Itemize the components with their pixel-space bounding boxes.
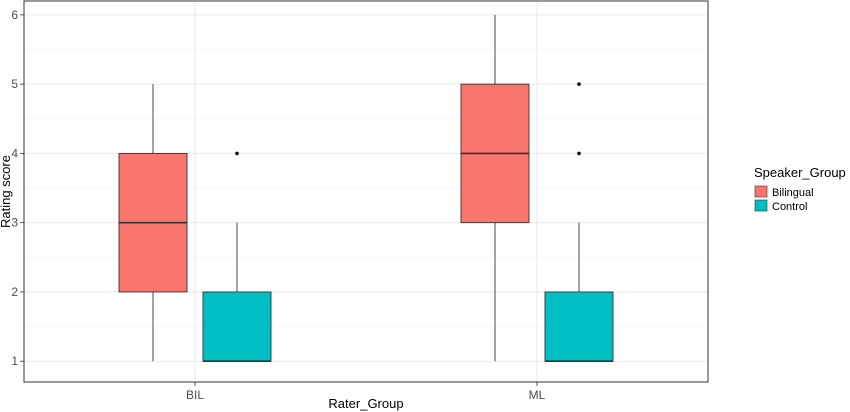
box-bilingual-bil bbox=[118, 84, 188, 362]
y-tick-label: 2 bbox=[11, 285, 18, 299]
x-tick-label: BIL bbox=[186, 388, 204, 402]
axis-layer: 1 2 3 4 5 6 BIL ML bbox=[11, 8, 545, 402]
box-layer bbox=[118, 14, 614, 363]
box-body bbox=[544, 291, 614, 362]
outlier-point bbox=[577, 82, 581, 86]
panel-border bbox=[23, 0, 709, 383]
y-axis-title: Rating score bbox=[0, 155, 13, 228]
box-control-ml bbox=[544, 82, 614, 363]
legend-label-bilingual: Bilingual bbox=[772, 187, 814, 199]
y-tick-label: 6 bbox=[11, 8, 18, 22]
x-tick-label: ML bbox=[529, 388, 546, 402]
legend-key-bilingual bbox=[754, 185, 768, 198]
y-tick-label: 5 bbox=[11, 77, 18, 91]
box-control-bil bbox=[202, 151, 272, 363]
legend-title: Speaker_Group bbox=[754, 165, 846, 180]
y-tick-label: 1 bbox=[11, 354, 18, 368]
y-tick-label: 3 bbox=[11, 216, 18, 230]
y-tick-label: 4 bbox=[11, 146, 18, 160]
x-axis-title: Rater_Group bbox=[328, 396, 403, 411]
outlier-point bbox=[577, 151, 581, 156]
legend-label-control: Control bbox=[772, 201, 807, 213]
legend-key-control bbox=[754, 199, 768, 212]
box-body bbox=[202, 291, 272, 362]
legend: Speaker_Group Bilingual Control bbox=[754, 165, 846, 213]
box-bilingual-ml bbox=[460, 14, 530, 362]
outlier-point bbox=[235, 151, 239, 156]
